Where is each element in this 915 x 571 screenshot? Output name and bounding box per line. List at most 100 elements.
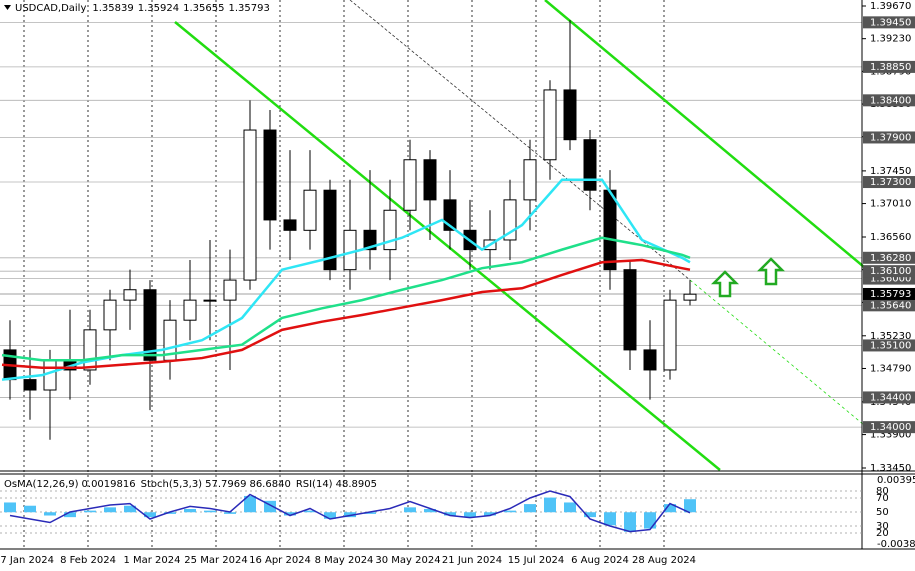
symbol: USDCAD,Daily [15, 3, 86, 14]
osma-bar [284, 512, 296, 516]
level-box [863, 391, 915, 404]
candle-body [203, 299, 217, 302]
osma-bar [104, 507, 116, 513]
level-label: 1.38400 [863, 94, 915, 107]
rsi-level-label: 70 [876, 493, 889, 504]
level-label: 1.35100 [863, 339, 915, 352]
osma-bar [544, 497, 556, 513]
x-tick-label: 1 Mar 2024 [123, 555, 180, 566]
level-box [863, 176, 915, 189]
level-text: 1.36100 [870, 266, 911, 277]
level-text: 1.36000 [870, 274, 911, 285]
osma-bar [644, 512, 656, 529]
osma-bar [84, 510, 96, 513]
candle-body [583, 139, 597, 191]
level-text: 1.37300 [870, 177, 911, 188]
candle-body [683, 293, 697, 301]
level-text: 1.39450 [870, 17, 911, 28]
osma-bar [304, 510, 316, 513]
price-label: 1.35793 [863, 287, 915, 300]
osma-bar [504, 510, 516, 513]
y-tick-label: 1.36560 [870, 232, 911, 243]
osma-bar [344, 512, 356, 518]
up-arrow [756, 257, 786, 286]
candle-body [183, 299, 197, 321]
osma-bar [4, 502, 16, 513]
rsi-level-label: 20 [876, 528, 889, 539]
level-label: 1.36280 [863, 251, 915, 264]
osma-bar [424, 508, 436, 513]
osma-tick-label: -0.003895 [877, 539, 915, 550]
rsi-label: RSI(14) [296, 479, 333, 490]
osma-bar [224, 512, 236, 514]
y-tick-label: 1.39230 [870, 34, 911, 45]
level-text: 1.35640 [870, 300, 911, 311]
x-tick-label: 28 Aug 2024 [632, 555, 696, 566]
candle-body [263, 129, 277, 221]
candle-body [323, 189, 337, 271]
level-box [863, 94, 915, 107]
level-label: 1.39450 [863, 16, 915, 29]
open: 1.35839 [92, 3, 133, 14]
osma-bar [684, 499, 696, 513]
y-tick-label: 1.33900 [870, 430, 911, 441]
level-text: 1.38400 [870, 95, 911, 106]
y-tick-label: 1.39670 [870, 1, 911, 12]
osma-label: OsMA(12,26,9) [4, 479, 79, 490]
level-text: 1.35100 [870, 340, 911, 351]
candle-body [663, 299, 677, 371]
candle-body [643, 349, 657, 371]
osma-bar [204, 510, 216, 513]
moving-average [1, 258, 691, 369]
level-text: 1.38850 [870, 62, 911, 73]
osma-bar [664, 504, 676, 513]
indicator-header: OsMA(12,26,9) 0.0019816 Stoch(5,3,3) 57.796… [4, 479, 377, 490]
osma-bar [184, 508, 196, 513]
x-tick-label: 17 Jan 2024 [0, 555, 54, 566]
price-text: 1.35793 [870, 289, 911, 300]
close: 1.35793 [228, 3, 269, 14]
osma-bar [464, 512, 476, 518]
osma-bar [604, 512, 616, 526]
candle-body [103, 299, 117, 331]
level-text: 1.36280 [870, 253, 911, 264]
candle-body [523, 159, 537, 201]
rsi-line [9, 490, 691, 533]
level-box [863, 339, 915, 352]
osma-bar [364, 512, 376, 514]
candle-body [223, 279, 237, 301]
level-label: 1.34400 [863, 391, 915, 404]
osma-bar [524, 504, 536, 513]
trend-line [349, 0, 691, 281]
candle-body [423, 159, 437, 201]
osma-bar [404, 507, 416, 513]
level-box [863, 16, 915, 29]
osma-bar [564, 502, 576, 513]
level-text: 1.34000 [870, 422, 911, 433]
osma-bar [124, 505, 136, 513]
rsi-level-label: 50 [876, 507, 889, 518]
level-box [863, 265, 915, 278]
channel-line [544, 0, 871, 273]
osma-bar [324, 512, 336, 519]
y-tick-label: 1.37450 [870, 166, 911, 177]
up-arrow [710, 270, 740, 298]
osma-bar [24, 505, 36, 513]
x-tick-label: 30 May 2024 [375, 555, 440, 566]
candle-body [603, 189, 617, 271]
candle-body [303, 189, 317, 231]
osma-bar [244, 495, 256, 513]
x-tick-label: 8 Feb 2024 [60, 555, 116, 566]
level-label: 1.37900 [863, 131, 915, 144]
candle-body [343, 229, 357, 271]
x-tick-label: 16 Apr 2024 [249, 555, 311, 566]
level-box [863, 131, 915, 144]
low: 1.35655 [183, 3, 224, 14]
y-tick-label: 1.34790 [870, 363, 911, 374]
moving-average [1, 236, 691, 362]
stoch-label: Stoch(5,3,3) [141, 479, 203, 490]
level-text: 1.34400 [870, 392, 911, 403]
